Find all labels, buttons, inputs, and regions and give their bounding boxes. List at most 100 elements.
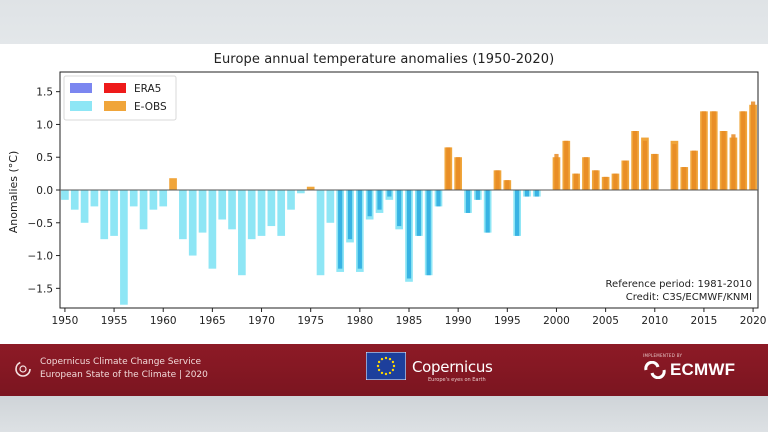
x-tick-label: 1970 bbox=[248, 315, 275, 327]
ecmwf-logo: ECMWF bbox=[643, 360, 735, 380]
footer-line-2: European State of the Climate | 2020 bbox=[40, 370, 208, 380]
bar-era5-2016 bbox=[711, 111, 716, 190]
y-tick-label: 0.5 bbox=[36, 152, 53, 164]
bar-eobs-1965 bbox=[208, 190, 217, 269]
bar-era5-1991 bbox=[465, 190, 471, 213]
bar-era5-2001 bbox=[564, 140, 569, 190]
bar-eobs-1958 bbox=[139, 190, 148, 230]
c3s-swirl-icon bbox=[15, 361, 31, 377]
bar-era5-1996 bbox=[515, 190, 520, 236]
bar-eobs-1971 bbox=[267, 190, 276, 227]
credit-annotation: Credit: C3S/ECMWF/KNMI bbox=[626, 292, 752, 303]
y-axis-label: Anomalies (°C) bbox=[7, 151, 20, 234]
bar-eobs-1954 bbox=[100, 190, 109, 240]
eu-star bbox=[384, 356, 388, 360]
x-tick-label: 1960 bbox=[150, 315, 177, 327]
bar-era5-1993 bbox=[485, 190, 490, 233]
bar-era5-2014 bbox=[691, 150, 697, 190]
bar-eobs-1963 bbox=[188, 190, 197, 256]
bar-eobs-1960 bbox=[159, 190, 168, 207]
eu-star bbox=[388, 357, 392, 361]
bar-era5-1982 bbox=[377, 190, 382, 210]
x-tick-label: 2000 bbox=[543, 315, 570, 327]
bar-eobs-1966 bbox=[218, 190, 227, 220]
bar-eobs-1973 bbox=[287, 190, 295, 210]
chart-title: Europe annual temperature anomalies (195… bbox=[213, 52, 555, 67]
x-tick-label: 2020 bbox=[740, 315, 767, 327]
x-tick-label: 2005 bbox=[592, 315, 619, 327]
eu-star bbox=[377, 368, 381, 372]
x-tick-label: 1995 bbox=[494, 315, 521, 327]
bar-era5-1986 bbox=[416, 190, 421, 236]
bar-era5-2004 bbox=[593, 170, 598, 190]
eu-star bbox=[391, 360, 395, 364]
legend-swatch-eobs-cold bbox=[70, 101, 92, 111]
bar-era5-1997 bbox=[524, 190, 530, 197]
x-tick-label: 1980 bbox=[346, 315, 373, 327]
bar-era5-2005 bbox=[603, 176, 608, 190]
bar-era5-1980 bbox=[357, 190, 362, 269]
bar-eobs-1964 bbox=[198, 190, 207, 233]
bar-eobs-1968 bbox=[238, 190, 246, 276]
ecmwf-symbol-icon bbox=[644, 361, 666, 379]
bar-era5-2018 bbox=[731, 134, 736, 190]
bar-eobs-1950 bbox=[61, 190, 69, 200]
bar-eobs-1961 bbox=[169, 178, 177, 190]
bar-eobs-1952 bbox=[80, 190, 89, 223]
bar-eobs-1957 bbox=[129, 190, 138, 207]
bar-era5-2003 bbox=[583, 157, 589, 190]
x-tick-label: 1975 bbox=[297, 315, 324, 327]
bar-era5-1998 bbox=[534, 190, 539, 197]
y-tick-label: −1.0 bbox=[28, 251, 54, 263]
x-tick-label: 1955 bbox=[101, 315, 128, 327]
ecmwf-wordmark: ECMWF bbox=[670, 360, 736, 379]
x-tick-label: 1950 bbox=[52, 315, 79, 327]
bar-eobs-1969 bbox=[247, 190, 256, 240]
bar-era5-2012 bbox=[672, 144, 677, 190]
bar-era5-1988 bbox=[436, 190, 441, 207]
bar-eobs-1955 bbox=[110, 190, 118, 236]
bar-eobs-1970 bbox=[257, 190, 266, 236]
bar-era5-2019 bbox=[741, 111, 746, 190]
bar-era5-2010 bbox=[652, 153, 657, 190]
legend: ERA5 E-OBS bbox=[63, 75, 177, 121]
bar-eobs-1967 bbox=[228, 190, 236, 230]
copernicus-tagline: Europe's eyes on Earth bbox=[428, 377, 486, 383]
y-tick-label: 0.0 bbox=[36, 185, 53, 197]
bar-era5-2009 bbox=[642, 140, 648, 190]
bar-era5-2000 bbox=[554, 153, 559, 190]
legend-label-era5: ERA5 bbox=[134, 83, 161, 95]
bar-era5-2006 bbox=[613, 173, 618, 190]
bar-era5-1983 bbox=[387, 190, 392, 197]
eu-star bbox=[377, 360, 381, 364]
bar-era5-2020 bbox=[750, 101, 756, 190]
bar-era5-1978 bbox=[338, 190, 343, 269]
bar-eobs-1951 bbox=[70, 190, 79, 210]
x-tick-label: 1965 bbox=[199, 315, 226, 327]
bar-era5-2015 bbox=[701, 111, 707, 190]
bar-eobs-1974 bbox=[297, 190, 305, 194]
legend-swatch-eobs-warm bbox=[104, 101, 126, 111]
bar-eobs-1977 bbox=[326, 190, 335, 223]
eu-flag-icon bbox=[366, 352, 406, 380]
x-tick-label: 2010 bbox=[641, 315, 668, 327]
bar-era5-2007 bbox=[623, 160, 628, 190]
bar-era5-1995 bbox=[505, 180, 510, 190]
bar-eobs-1972 bbox=[277, 190, 286, 236]
x-tick-label: 1990 bbox=[445, 315, 472, 327]
bar-era5-1990 bbox=[456, 157, 461, 190]
bar-era5-1994 bbox=[495, 170, 500, 190]
legend-swatch-era5-warm bbox=[104, 83, 126, 93]
bar-eobs-1953 bbox=[90, 190, 99, 207]
bar-eobs-1975 bbox=[306, 186, 315, 190]
bar-eobs-1959 bbox=[149, 190, 158, 210]
eu-star bbox=[376, 364, 380, 368]
eu-star bbox=[392, 364, 396, 368]
reference-annotation: Reference period: 1981-2010 bbox=[606, 279, 752, 290]
y-tick-label: 1.0 bbox=[36, 119, 53, 131]
bar-eobs-1976 bbox=[316, 190, 325, 276]
copernicus-logo: Copernicus bbox=[412, 358, 493, 376]
legend-label-eobs: E-OBS bbox=[134, 101, 167, 113]
eu-star bbox=[388, 371, 392, 375]
